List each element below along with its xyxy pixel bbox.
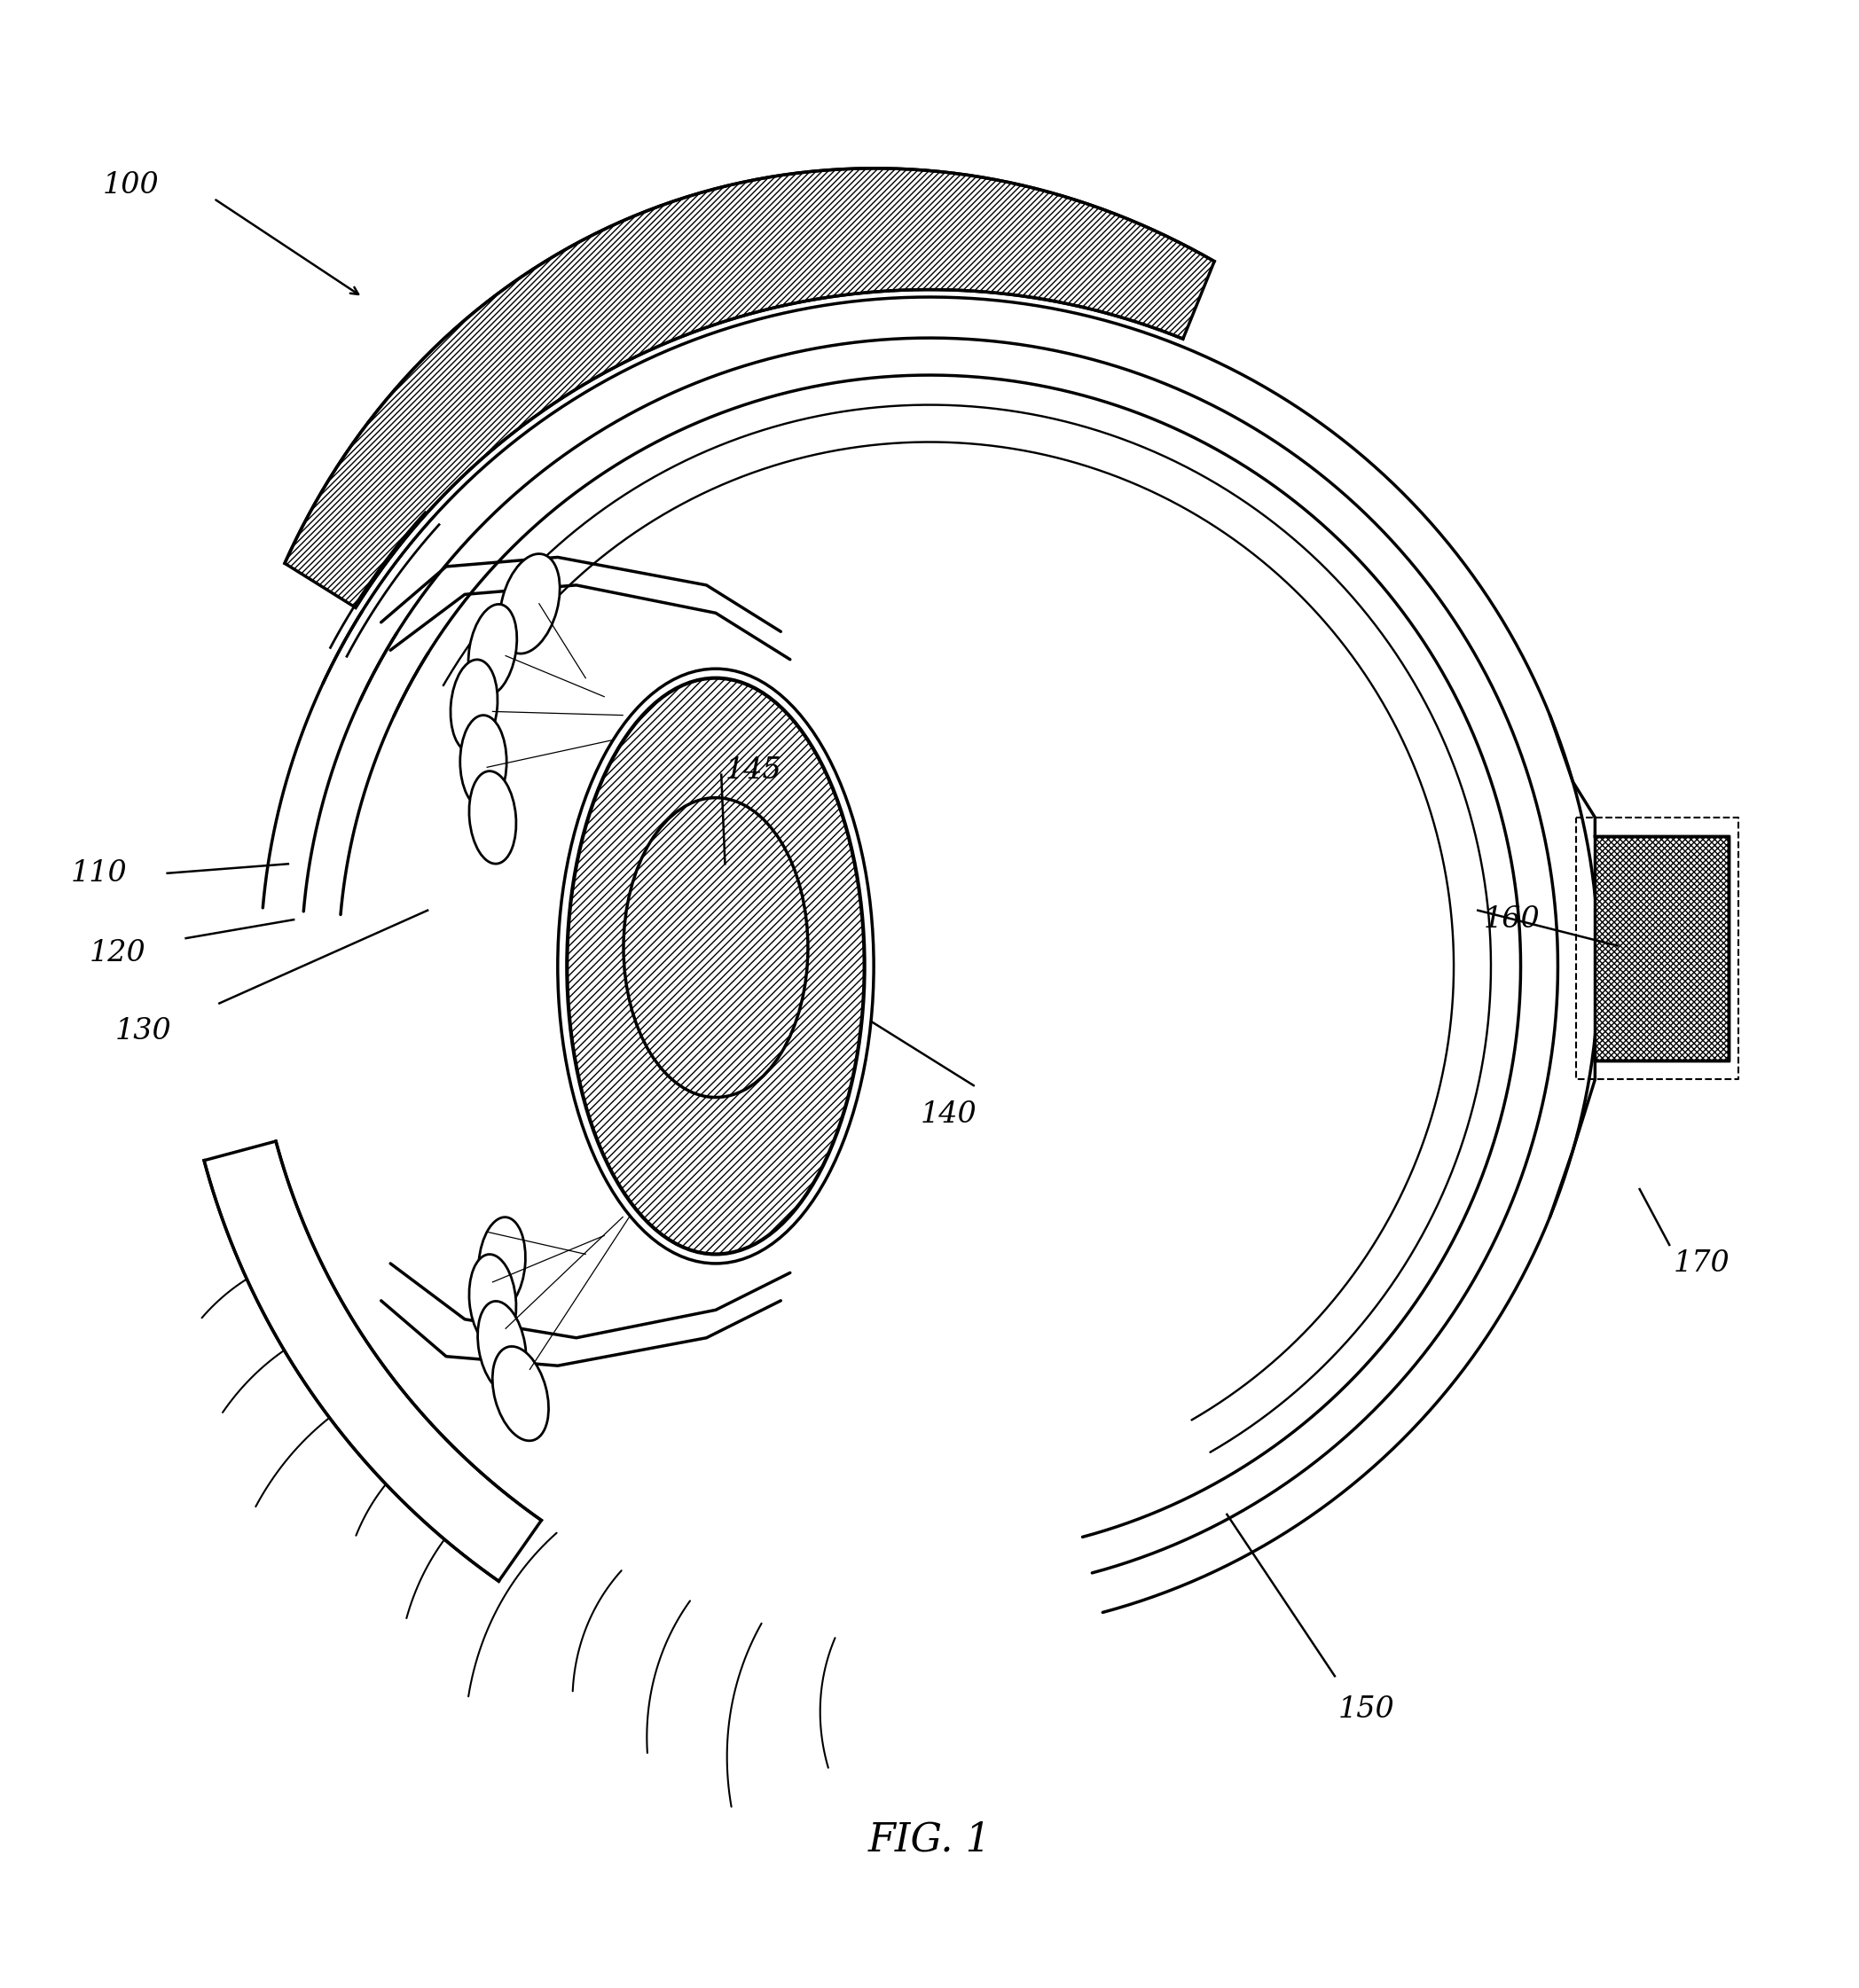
Text: 100: 100	[102, 171, 158, 199]
Text: FIG. 1: FIG. 1	[868, 1821, 991, 1859]
Ellipse shape	[623, 797, 809, 1097]
Ellipse shape	[478, 1217, 526, 1310]
Ellipse shape	[450, 660, 498, 751]
Ellipse shape	[468, 1254, 517, 1348]
Text: 160: 160	[1483, 905, 1539, 934]
Bar	[1595, 837, 1729, 1062]
Text: 120: 120	[89, 938, 145, 968]
Text: 150: 150	[1338, 1696, 1394, 1724]
Ellipse shape	[461, 716, 506, 809]
Polygon shape	[284, 169, 1214, 608]
Ellipse shape	[478, 1302, 526, 1394]
Ellipse shape	[567, 678, 864, 1254]
Ellipse shape	[493, 1346, 548, 1441]
Ellipse shape	[468, 604, 517, 696]
Polygon shape	[204, 1141, 541, 1580]
Ellipse shape	[500, 555, 560, 654]
Text: 140: 140	[920, 1101, 976, 1129]
Ellipse shape	[558, 668, 874, 1264]
Ellipse shape	[468, 771, 517, 863]
Text: 110: 110	[71, 859, 126, 887]
Text: 170: 170	[1673, 1248, 1729, 1278]
Text: 145: 145	[725, 757, 781, 785]
Text: 130: 130	[115, 1018, 171, 1046]
